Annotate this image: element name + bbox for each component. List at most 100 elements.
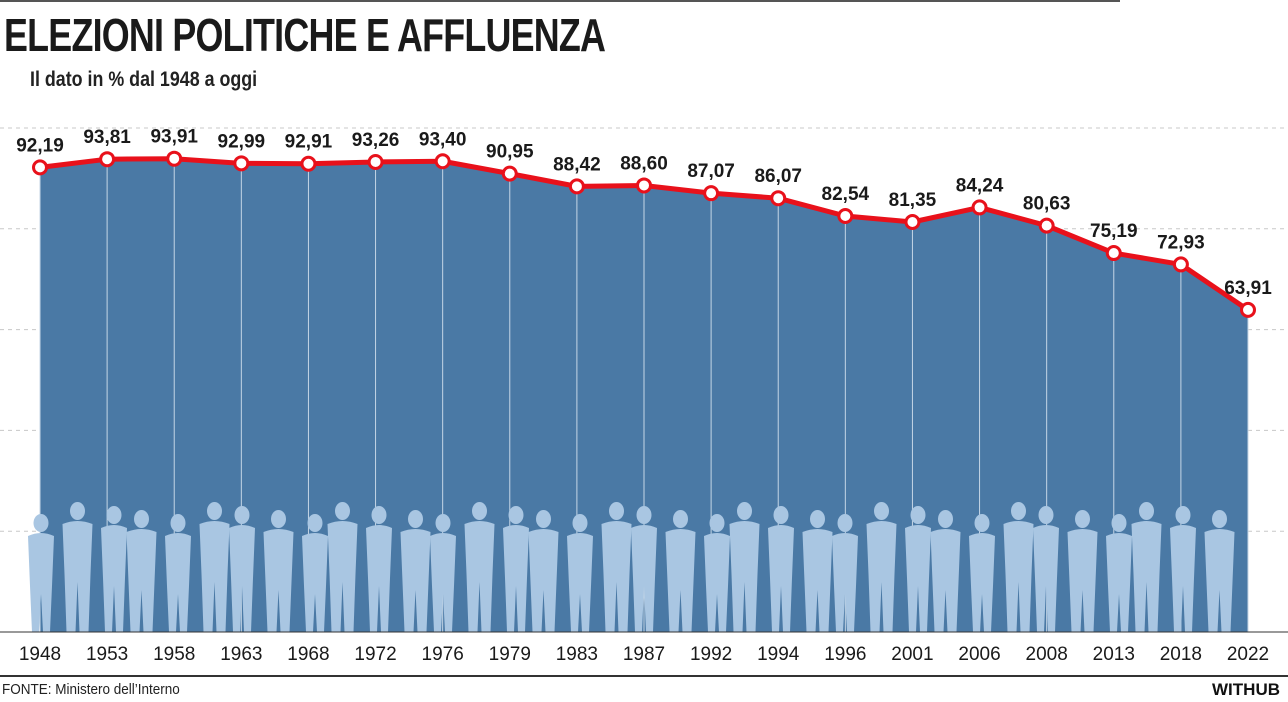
voter-silhouette (1131, 502, 1162, 632)
data-point (568, 178, 585, 195)
voter-silhouette (601, 502, 632, 632)
voter-silhouette (1204, 510, 1235, 632)
data-label: 93,81 (83, 127, 131, 148)
chart-title: ELEZIONI POLITICHE E AFFLUENZA (4, 9, 606, 61)
data-label: 93,26 (352, 130, 400, 151)
data-point (501, 165, 518, 182)
data-point (904, 213, 921, 230)
voter-silhouette (832, 514, 858, 632)
data-label: 63,91 (1224, 278, 1272, 299)
data-label: 92,91 (285, 132, 333, 153)
voter-silhouette (165, 514, 191, 632)
x-tick-label: 1968 (287, 644, 329, 665)
data-point (971, 199, 988, 216)
turnout-area-chart: 92,19 1948 93,81 1953 93,91 1958 92,99 1963 92,9… (0, 127, 1288, 665)
voter-silhouette (1067, 510, 1098, 632)
data-point (166, 150, 183, 167)
data-point (367, 153, 384, 170)
x-tick-label: 2022 (1227, 644, 1269, 665)
data-label: 93,40 (419, 129, 467, 150)
data-label: 90,95 (486, 142, 534, 163)
voter-silhouette (905, 506, 931, 632)
data-point (837, 207, 854, 224)
voter-silhouette (1033, 506, 1059, 632)
x-tick-label: 2001 (891, 644, 933, 665)
x-tick-label: 1994 (757, 644, 800, 665)
top-rule (0, 0, 1120, 2)
data-label: 88,42 (553, 154, 601, 175)
x-tick-label: 1992 (690, 644, 732, 665)
x-tick-label: 1953 (86, 644, 128, 665)
voter-silhouette (704, 514, 730, 632)
data-point (703, 185, 720, 202)
data-label: 92,19 (16, 135, 64, 156)
voter-silhouette (768, 506, 794, 632)
x-tick-label: 2008 (1026, 644, 1068, 665)
data-point (1172, 256, 1189, 273)
voter-silhouette (665, 510, 696, 632)
data-label: 75,19 (1090, 221, 1138, 242)
voter-silhouette (930, 510, 961, 632)
x-tick-label: 1948 (19, 644, 61, 665)
data-label: 87,07 (687, 161, 735, 182)
data-label: 81,35 (889, 190, 937, 211)
voter-silhouette (1106, 514, 1132, 632)
voter-silhouette (400, 510, 431, 632)
data-label: 80,63 (1023, 194, 1071, 215)
voter-silhouette (229, 506, 255, 632)
data-point (1038, 217, 1055, 234)
source-note: FONTE: Ministero dell’Interno (2, 681, 180, 698)
voter-silhouette (28, 514, 54, 632)
voter-silhouette (464, 502, 495, 632)
x-tick-label: 1972 (354, 644, 396, 665)
data-label: 93,91 (150, 127, 198, 148)
data-point (1240, 301, 1256, 318)
data-label: 92,99 (218, 131, 266, 152)
data-point (434, 153, 451, 170)
x-tick-label: 1963 (220, 644, 262, 665)
x-tick-label: 1996 (824, 644, 866, 665)
voter-silhouette (101, 506, 127, 632)
voter-silhouette (302, 514, 328, 632)
chart-subtitle: Il dato in % dal 1948 a oggi (30, 68, 258, 91)
x-tick-label: 2018 (1160, 644, 1202, 665)
x-tick-label: 1976 (422, 644, 464, 665)
brand-logo: WITHUB (1212, 680, 1280, 699)
voter-silhouette (430, 514, 456, 632)
voter-silhouette (62, 502, 93, 632)
voter-silhouette (263, 510, 294, 632)
data-point (300, 155, 317, 172)
x-tick-label: 1987 (623, 644, 665, 665)
voter-silhouette (969, 514, 995, 632)
data-point (99, 151, 116, 168)
data-label: 84,24 (956, 175, 1004, 196)
x-tick-label: 1958 (153, 644, 195, 665)
voter-silhouette (199, 502, 230, 632)
x-tick-label: 1979 (489, 644, 531, 665)
data-label: 72,93 (1157, 232, 1205, 253)
data-label: 82,54 (822, 184, 870, 205)
voter-silhouette (802, 510, 833, 632)
data-point (1105, 245, 1122, 262)
voter-silhouette (503, 506, 529, 632)
voter-silhouette (528, 510, 559, 632)
voter-silhouette (126, 510, 157, 632)
voter-silhouette (1170, 506, 1196, 632)
data-point (32, 159, 48, 176)
voter-silhouette (1003, 502, 1034, 632)
voter-silhouette (866, 502, 897, 632)
voter-silhouette (327, 502, 358, 632)
bottom-rule (0, 675, 1288, 677)
voter-silhouette (366, 506, 392, 632)
data-point (233, 155, 250, 172)
voter-silhouette (729, 502, 760, 632)
data-point (770, 190, 787, 207)
data-label: 86,07 (754, 166, 802, 187)
x-tick-label: 2006 (958, 644, 1000, 665)
data-label: 88,60 (620, 153, 668, 174)
x-tick-label: 2013 (1093, 644, 1135, 665)
voter-silhouette (567, 514, 593, 632)
x-tick-label: 1983 (556, 644, 598, 665)
voter-silhouette (631, 506, 657, 632)
data-point (636, 177, 652, 194)
